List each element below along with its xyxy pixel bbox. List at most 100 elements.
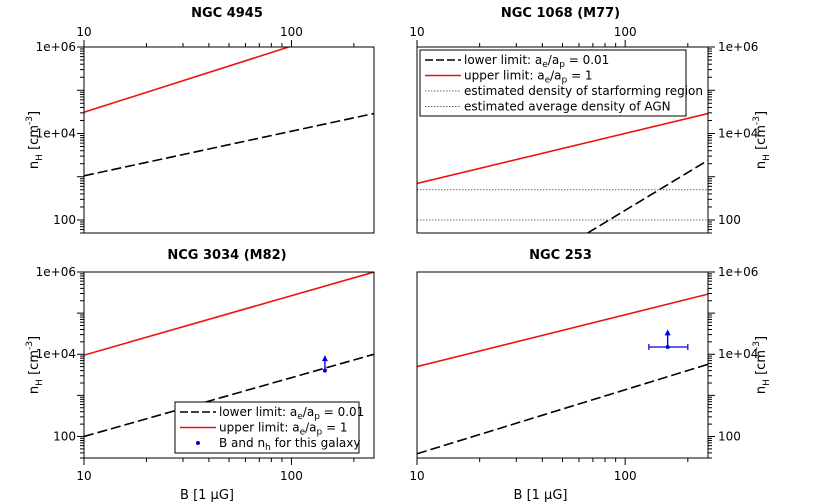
legend-label-mid: /a xyxy=(550,69,561,83)
x-axis-label: B [1 μG] xyxy=(514,488,568,503)
y-axis-label: nH [cm-3] xyxy=(752,336,772,394)
legend-label-mid: /a xyxy=(548,53,559,67)
legend-label-main: lower limit: a xyxy=(464,53,542,67)
series-line xyxy=(417,112,708,185)
y-tick-label: 1e+04 xyxy=(718,126,758,140)
panel-title: NCG 3034 (M82) xyxy=(167,248,286,263)
y-label-main: n xyxy=(754,386,769,394)
y-label-sup: -3 xyxy=(752,116,762,125)
panel-title: NGC 1068 (M77) xyxy=(501,6,620,21)
series-group xyxy=(84,47,374,177)
y-label-sub: H xyxy=(762,379,772,386)
plot-frame xyxy=(416,46,709,234)
legend-label-main: B and n xyxy=(219,436,265,450)
y-tick-label: 1e+04 xyxy=(36,126,76,140)
y-label-sup: -3 xyxy=(752,341,762,350)
y-tick-label: 1e+06 xyxy=(36,40,76,54)
legend-label: estimated density of starforming region xyxy=(464,84,703,98)
y-label-main: n xyxy=(27,386,42,394)
legend-label: upper limit: ae/ap = 1 xyxy=(464,69,593,86)
panel-2: NCG 3034 (M82) 10 100 B [1 μG] 100 1e+04 1e+06… xyxy=(25,248,375,503)
y-label-sup: -3 xyxy=(25,341,35,350)
legend-label: lower limit: ae/ap = 0.01 xyxy=(219,405,364,422)
legend-label: upper limit: ae/ap = 1 xyxy=(219,421,348,438)
legend-label-sub: p xyxy=(559,60,565,70)
y-label-unit: [cm xyxy=(27,350,42,379)
legend-label-tail: = 1 xyxy=(567,69,592,83)
series-line xyxy=(417,293,708,368)
panel-title: NGC 253 xyxy=(529,248,592,263)
x-tick-label: 10 xyxy=(409,469,424,483)
legend-label-sub: p xyxy=(562,76,568,86)
y-tick-label: 1e+06 xyxy=(718,265,758,279)
legend-label-main: lower limit: a xyxy=(219,405,297,419)
y-label-sub: H xyxy=(35,154,45,161)
x-tick-label: 10 xyxy=(409,25,424,39)
x-tick-label: 100 xyxy=(280,469,303,483)
series-group xyxy=(84,272,374,438)
legend-label-tail: = 0.01 xyxy=(320,405,364,419)
series-group xyxy=(417,112,708,233)
legend-label: estimated average density of AGN xyxy=(464,100,671,114)
plot-frame xyxy=(416,271,709,459)
legend-label-sub: e xyxy=(297,412,303,422)
y-label-main: n xyxy=(27,161,42,169)
y-label-main: n xyxy=(754,161,769,169)
y-tick-label: 1e+06 xyxy=(36,265,76,279)
data-point xyxy=(322,368,327,373)
y-label-end: ] xyxy=(27,336,42,341)
series-line xyxy=(587,159,708,233)
panel-title: NGC 4945 xyxy=(191,6,263,21)
series-line xyxy=(84,272,374,356)
x-tick-label: 10 xyxy=(76,25,91,39)
legend-label-sub: h xyxy=(265,443,271,453)
upper-limit-arrow-head xyxy=(321,355,328,362)
data-point xyxy=(665,345,670,350)
y-tick-label: 1e+06 xyxy=(718,40,758,54)
panel-1: NGC 1068 (M77) 10 100 100 1e+04 1e+06 nH [cm-3… xyxy=(409,6,772,234)
y-tick-label: 1e+04 xyxy=(36,347,76,361)
y-tick-label: 100 xyxy=(53,429,76,443)
x-tick-label: 100 xyxy=(614,25,637,39)
legend-label: B and nh for this galaxy xyxy=(219,436,360,453)
series-line xyxy=(84,47,289,114)
legend-label-tail: = 1 xyxy=(322,421,347,435)
x-tick-label: 10 xyxy=(76,469,91,483)
legend-label-mid: /a xyxy=(305,421,316,435)
y-tick-label: 1e+04 xyxy=(718,347,758,361)
x-axis-label: B [1 μG] xyxy=(180,488,234,503)
panel-3: NGC 253 10 100 B [1 μG] 100 1e+04 1e+06 nH [cm-… xyxy=(409,248,772,503)
plot-frame xyxy=(83,271,375,459)
y-label-end: ] xyxy=(754,111,769,116)
series-group xyxy=(417,293,708,455)
upper-limit-arrow-head xyxy=(664,329,671,336)
y-label-end: ] xyxy=(754,336,769,341)
legend-label-main: upper limit: a xyxy=(464,69,545,83)
legend-box xyxy=(419,49,687,117)
y-tick-label: 100 xyxy=(718,213,741,227)
legend-label-mid: /a xyxy=(303,405,314,419)
series-line xyxy=(84,353,374,438)
legend-label-tail: for this galaxy xyxy=(271,436,361,450)
legend-label: lower limit: ae/ap = 0.01 xyxy=(464,53,609,70)
x-tick-label: 100 xyxy=(280,25,303,39)
panel-0: NGC 4945 10 100 100 1e+04 1e+06 nH [cm-3] xyxy=(25,6,375,234)
legend-label-main: upper limit: a xyxy=(219,421,300,435)
y-axis-label: nH [cm-3] xyxy=(25,336,45,394)
y-axis-label: nH [cm-3] xyxy=(752,111,772,169)
series-line xyxy=(417,363,708,455)
series-line xyxy=(84,112,374,177)
y-label-sup: -3 xyxy=(25,116,35,125)
y-label-end: ] xyxy=(27,111,42,116)
y-axis-label: nH [cm-3] xyxy=(25,111,45,169)
legend-label-sub: e xyxy=(542,60,548,70)
y-tick-label: 100 xyxy=(53,213,76,227)
y-label-unit: [cm xyxy=(754,350,769,379)
y-label-unit: [cm xyxy=(27,125,42,154)
legend-point-swatch xyxy=(196,441,200,445)
legend-label-sub: e xyxy=(545,76,551,86)
y-tick-label: 100 xyxy=(718,429,741,443)
plot-frame xyxy=(83,46,375,234)
